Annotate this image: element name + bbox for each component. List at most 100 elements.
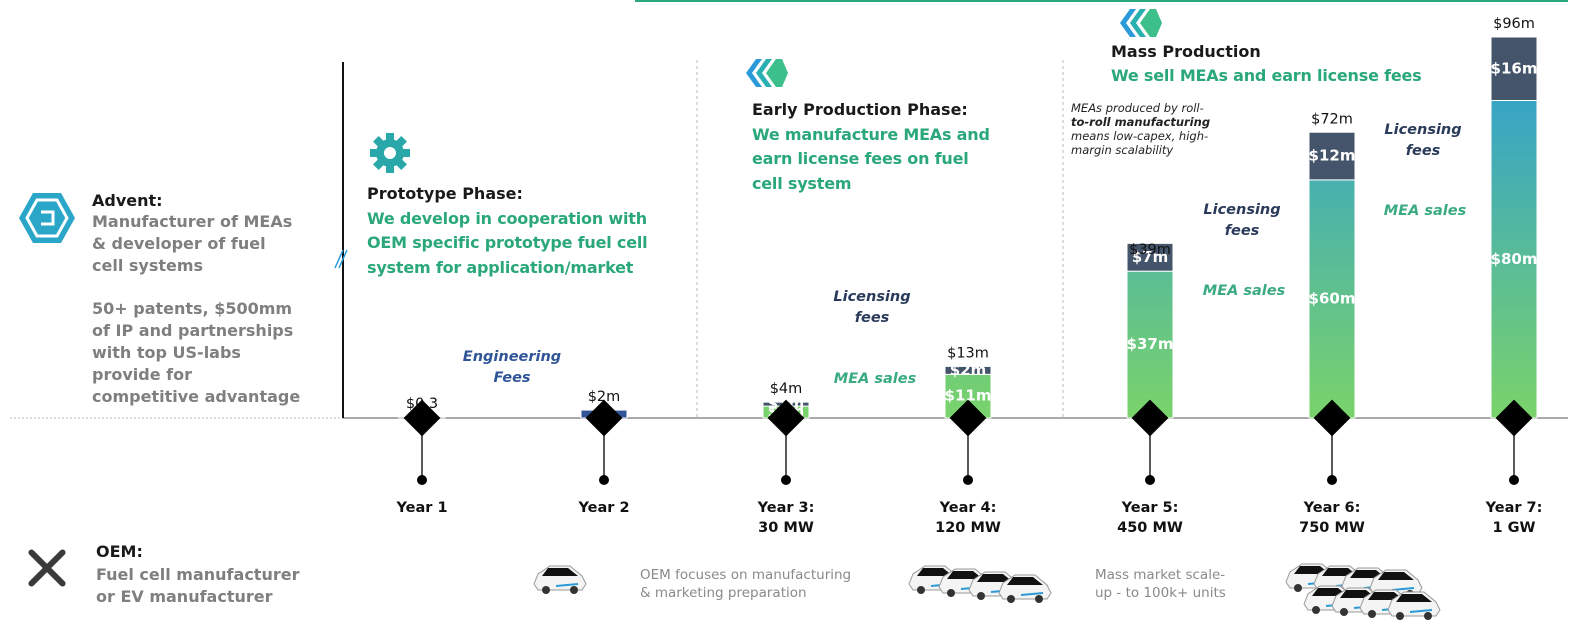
- wheel: [947, 589, 955, 597]
- year-label: Year 6:: [1303, 500, 1361, 516]
- phase-text: earn license fees on fuel: [752, 149, 969, 168]
- annotation: fees: [1224, 223, 1260, 239]
- note-line: to-roll manufacturing: [1071, 115, 1211, 129]
- wheel: [977, 592, 985, 600]
- advent-description: & developer of fuel: [92, 234, 266, 253]
- annotation: fees: [854, 310, 890, 326]
- milestone-dot: [1509, 475, 1519, 485]
- segment-label: $2m: [950, 361, 987, 379]
- note-line: MEAs produced by roll-: [1071, 101, 1204, 115]
- capacity-label: 450 MW: [1117, 520, 1183, 536]
- wheel: [542, 586, 550, 594]
- car-roof: [1378, 572, 1414, 580]
- milestone-diamond: [1495, 399, 1533, 437]
- segment-label: $80m: [1491, 250, 1538, 268]
- stripe: [1409, 609, 1433, 613]
- car-roof: [917, 568, 953, 576]
- car-roof: [947, 571, 983, 579]
- annotation: Engineering: [462, 349, 562, 365]
- annotation: Licensing: [1384, 122, 1462, 138]
- annotation: Fees: [493, 370, 531, 386]
- oem-note: up - to 100k+ units: [1095, 585, 1226, 601]
- gear-icon: [370, 133, 410, 173]
- annotation: Licensing: [1203, 202, 1281, 218]
- car: [1369, 569, 1423, 598]
- phase-text: cell system: [752, 173, 852, 193]
- milestone-diamond: [585, 399, 623, 437]
- phase-text: We manufacture MEAs and: [752, 124, 990, 144]
- capacity-label: 750 MW: [1299, 520, 1365, 536]
- chevron-icon: [746, 59, 788, 87]
- annotation: Licensing: [833, 289, 911, 305]
- advent-description: Manufacturer of MEAs: [92, 212, 293, 231]
- milestone-dot: [1327, 475, 1337, 485]
- note-line: means low-capex, high-: [1071, 129, 1209, 143]
- annotation: MEA sales: [833, 371, 917, 387]
- year-label: Year 1: [396, 500, 448, 516]
- phase-text: system for application/market: [367, 257, 634, 277]
- capacity-label: 120 MW: [935, 520, 1001, 536]
- bar-segment: [1308, 131, 1356, 181]
- advent-highlight: provide for: [92, 365, 192, 384]
- oem-note: Mass market scale-: [1095, 567, 1226, 583]
- chevron-icon: [1120, 9, 1162, 37]
- total-label: $39m: [1129, 242, 1171, 258]
- oem-name: OEM:: [96, 542, 143, 561]
- car-roof: [542, 568, 578, 576]
- milestone-dot: [781, 475, 791, 485]
- phase-text: We develop in cooperation with: [367, 208, 647, 228]
- car: [1387, 591, 1441, 620]
- bar-segment: [1490, 36, 1538, 101]
- advent-highlight: competitive advantage: [92, 387, 301, 406]
- milestone-diamond: [949, 399, 987, 437]
- oem-description: Fuel cell manufacturer: [96, 565, 300, 584]
- capacity-label: 1 GW: [1492, 520, 1536, 536]
- total-label: $4m: [770, 381, 803, 397]
- phase-title: Mass Production: [1111, 42, 1261, 61]
- segment-label: $7m: [1132, 248, 1169, 266]
- advent-highlight: with top US-labs: [92, 343, 241, 362]
- wheel: [1424, 612, 1432, 620]
- segment-label: $12m: [1309, 147, 1356, 165]
- wheel: [1340, 608, 1348, 616]
- advent-logo: [19, 193, 75, 243]
- break-mark: [334, 249, 348, 269]
- stripe: [1020, 592, 1044, 596]
- capacity-label: 30 MW: [758, 520, 814, 536]
- car-icons: [533, 563, 1441, 620]
- phase-text: We sell MEAs and earn license fees: [1111, 66, 1422, 85]
- bar-segment: [1490, 100, 1538, 419]
- bar-segment: [944, 365, 992, 375]
- milestone-dot: [599, 475, 609, 485]
- milestone-diamond: [767, 399, 805, 437]
- year-label: Year 7:: [1485, 500, 1543, 516]
- phase-title: Early Production Phase:: [752, 100, 968, 119]
- total-label: $72m: [1311, 111, 1353, 127]
- car: [533, 565, 587, 594]
- year-label: Year 5:: [1121, 500, 1179, 516]
- wheel: [1007, 595, 1015, 603]
- total-label: $96m: [1493, 16, 1535, 32]
- annotation: fees: [1405, 143, 1441, 159]
- bar-segment: [1126, 242, 1174, 272]
- total-label: $2m: [588, 389, 621, 405]
- advent-highlight: 50+ patents, $500mm: [92, 299, 293, 318]
- year-label: Year 2: [578, 500, 630, 516]
- total-label: $13m: [947, 345, 989, 361]
- phase-title: Prototype Phase:: [367, 184, 523, 203]
- segment-label: $60m: [1309, 289, 1356, 307]
- milestone-dot: [963, 475, 973, 485]
- milestone-diamond: [1131, 399, 1169, 437]
- milestone-diamond: [1313, 399, 1351, 437]
- milestone-diamond: [403, 399, 441, 437]
- advent-highlight: of IP and partnerships: [92, 321, 294, 340]
- annotation: MEA sales: [1383, 203, 1467, 219]
- note-line: margin scalability: [1071, 143, 1174, 157]
- bar-segment: [1308, 179, 1356, 419]
- year-label: Year 3:: [757, 500, 815, 516]
- advent-description: cell systems: [92, 256, 204, 275]
- oem-note: & marketing preparation: [640, 585, 807, 601]
- car: [998, 574, 1052, 603]
- oem-note: OEM focuses on manufacturing: [640, 567, 852, 583]
